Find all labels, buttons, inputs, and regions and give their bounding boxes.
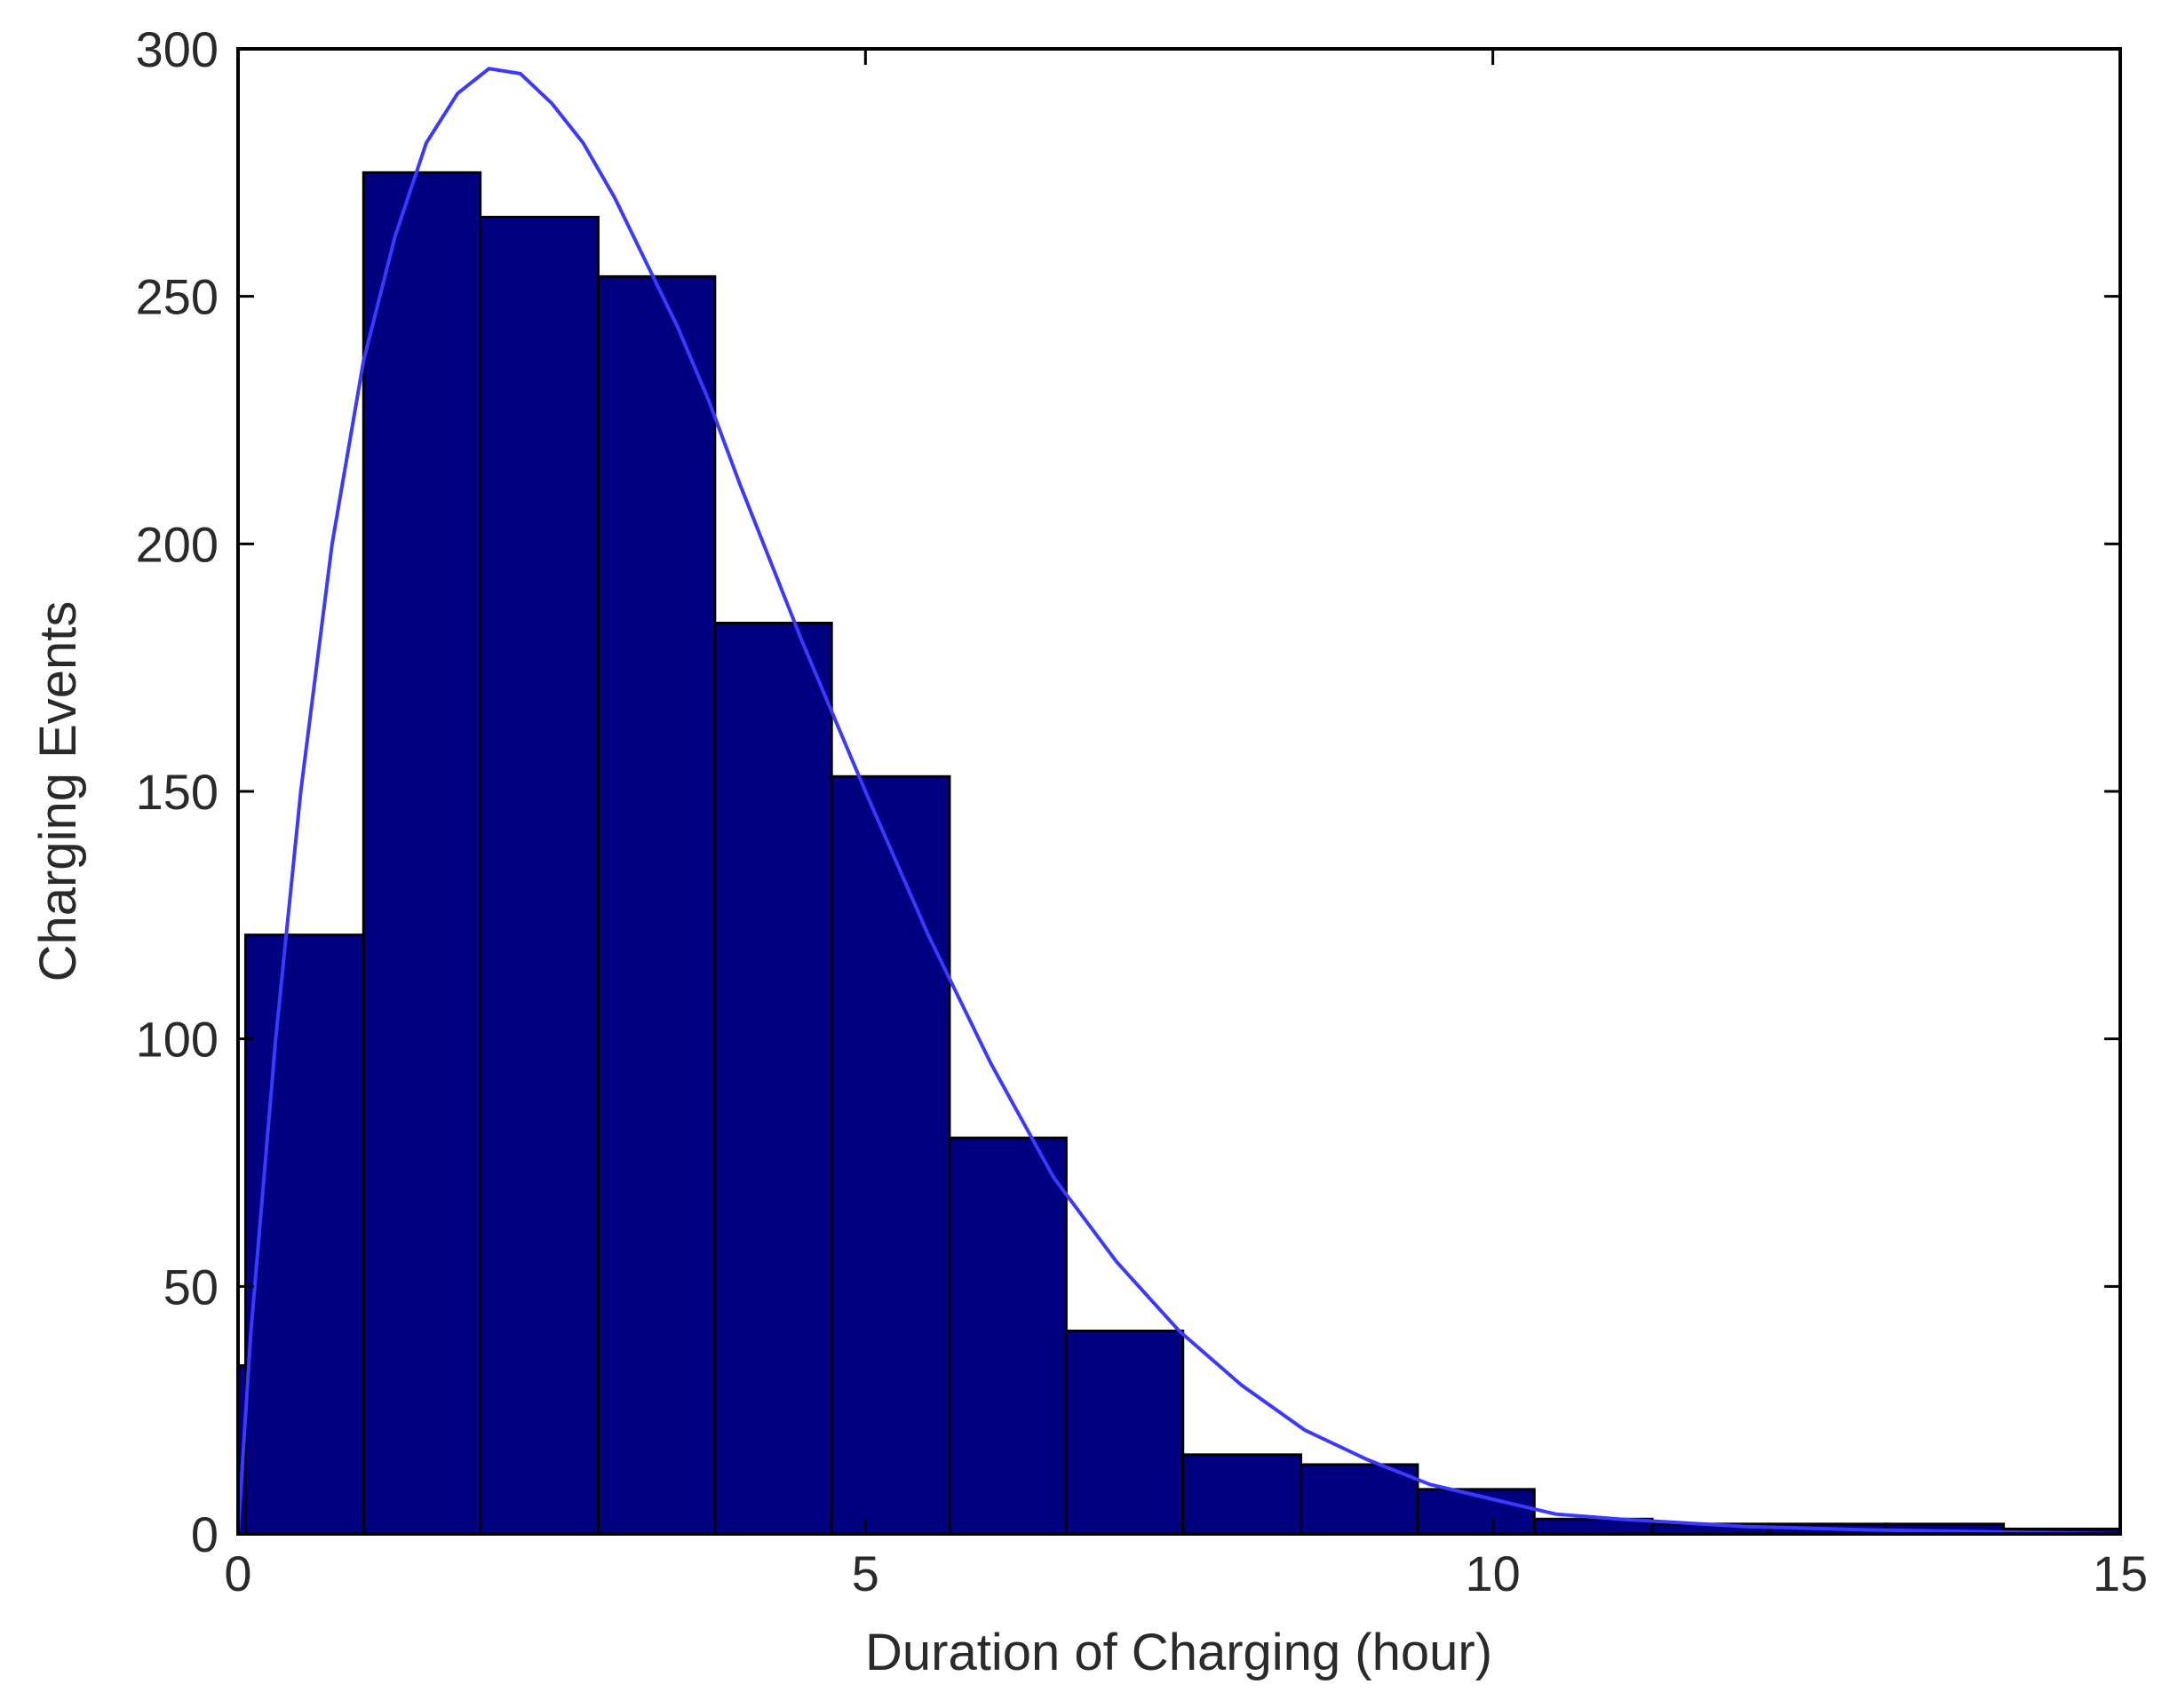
histogram-bar-5 (713, 622, 833, 1536)
x-tick-label: 0 (224, 1545, 251, 1601)
y-tick-label: 300 (136, 21, 219, 77)
x-tick-label: 5 (852, 1545, 879, 1601)
histogram-bar-1 (243, 933, 365, 1536)
y-tick-label: 50 (163, 1259, 219, 1315)
y-axis-label: Charging Events (29, 601, 87, 982)
histogram-bar-8 (1064, 1329, 1185, 1536)
x-tick-label: 15 (2093, 1545, 2148, 1601)
histogram-bars (236, 171, 2122, 1536)
x-axis-label: Duration of Charging (hour) (865, 1624, 1492, 1681)
y-tick-label: 150 (136, 764, 219, 820)
axis-ticks (236, 47, 2122, 1536)
histogram-bar-4 (596, 274, 717, 1536)
y-tick-label: 250 (136, 269, 219, 325)
histogram-bar-9 (1181, 1453, 1303, 1536)
histogram-bar-3 (479, 215, 600, 1536)
y-tick-label: 0 (191, 1506, 219, 1562)
fit-curve-line (236, 67, 2121, 1536)
y-tick-label: 200 (136, 516, 219, 572)
histogram-bar-7 (948, 1136, 1068, 1536)
histogram-bar-2 (362, 171, 482, 1536)
histogram-bar-10 (1300, 1463, 1419, 1536)
histogram-bar-6 (830, 775, 951, 1536)
y-tick-label: 100 (136, 1012, 219, 1068)
x-tick-label: 10 (1466, 1545, 1521, 1601)
